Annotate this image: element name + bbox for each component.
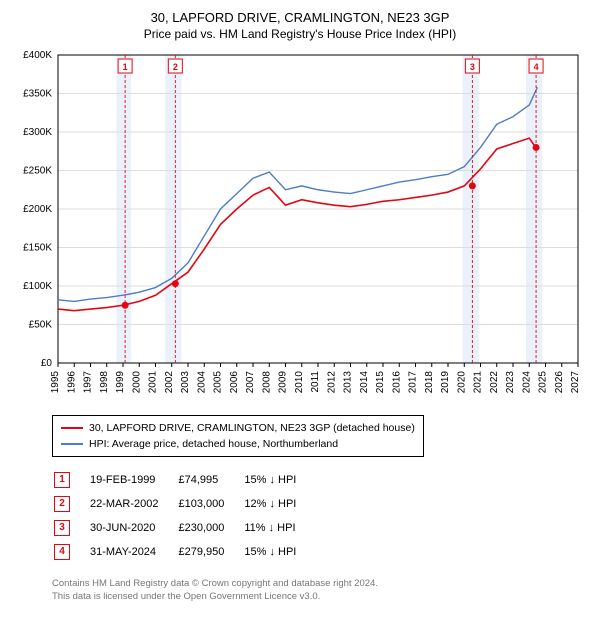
chart-title: 30, LAPFORD DRIVE, CRAMLINGTON, NE23 3GP [10, 10, 590, 25]
svg-text:1996: 1996 [66, 371, 77, 394]
svg-text:1998: 1998 [99, 371, 110, 394]
sale-marker-badge: 4 [54, 544, 70, 560]
svg-text:2004: 2004 [196, 371, 207, 394]
svg-text:2006: 2006 [229, 371, 240, 394]
sale-price: £230,000 [178, 517, 242, 539]
svg-text:2008: 2008 [261, 371, 272, 394]
svg-text:2017: 2017 [408, 371, 419, 394]
svg-text:2027: 2027 [570, 371, 581, 394]
svg-text:2022: 2022 [489, 371, 500, 394]
chart-container: 30, LAPFORD DRIVE, CRAMLINGTON, NE23 3GP… [0, 0, 600, 613]
svg-text:£400K: £400K [23, 50, 52, 61]
svg-text:2009: 2009 [278, 371, 289, 394]
legend-label: HPI: Average price, detached house, Nort… [89, 436, 338, 452]
svg-text:2019: 2019 [440, 371, 451, 394]
svg-text:3: 3 [470, 62, 475, 72]
sale-delta: 15% ↓ HPI [244, 541, 314, 563]
svg-text:2025: 2025 [538, 371, 549, 394]
chart-subtitle: Price paid vs. HM Land Registry's House … [10, 27, 590, 41]
svg-text:£300K: £300K [23, 127, 52, 138]
svg-text:2011: 2011 [310, 371, 321, 393]
attribution-line2: This data is licensed under the Open Gov… [52, 590, 590, 603]
sale-marker-badge: 2 [54, 496, 70, 512]
svg-text:£50K: £50K [29, 320, 53, 331]
sale-marker-badge: 3 [54, 520, 70, 536]
svg-text:2013: 2013 [343, 371, 354, 394]
svg-text:2026: 2026 [554, 371, 565, 394]
sale-row: 2 22-MAR-2002£103,00012% ↓ HPI [54, 493, 314, 515]
chart-svg: £0 £50K £100K £150K £200K £250K £300K £350K £400… [10, 47, 590, 407]
sale-date: 30-JUN-2020 [90, 517, 176, 539]
svg-text:2005: 2005 [213, 371, 224, 394]
svg-text:£100K: £100K [23, 281, 52, 292]
sale-row: 1 19-FEB-1999£74,99515% ↓ HPI [54, 469, 314, 491]
attribution-line1: Contains HM Land Registry data © Crown c… [52, 577, 590, 590]
legend-swatch [61, 443, 83, 445]
svg-text:2012: 2012 [326, 371, 337, 394]
svg-text:2014: 2014 [359, 371, 370, 394]
svg-text:2000: 2000 [131, 371, 142, 394]
svg-text:2023: 2023 [505, 371, 516, 394]
sale-price: £279,950 [178, 541, 242, 563]
svg-text:2003: 2003 [180, 371, 191, 394]
sale-delta: 11% ↓ HPI [244, 517, 314, 539]
svg-text:1: 1 [123, 62, 128, 72]
svg-text:2001: 2001 [148, 371, 159, 394]
svg-text:£150K: £150K [23, 243, 52, 254]
svg-text:2018: 2018 [424, 371, 435, 394]
svg-text:2002: 2002 [164, 371, 175, 394]
svg-text:1995: 1995 [50, 371, 61, 394]
svg-text:1999: 1999 [115, 371, 126, 394]
svg-text:£350K: £350K [23, 89, 52, 100]
svg-text:£250K: £250K [23, 166, 52, 177]
legend-item: HPI: Average price, detached house, Nort… [61, 436, 415, 452]
sale-row: 4 31-MAY-2024£279,95015% ↓ HPI [54, 541, 314, 563]
sale-date: 19-FEB-1999 [90, 469, 176, 491]
legend-label: 30, LAPFORD DRIVE, CRAMLINGTON, NE23 3GP… [89, 420, 415, 436]
svg-text:2024: 2024 [521, 371, 532, 394]
sale-date: 22-MAR-2002 [90, 493, 176, 515]
sale-delta: 15% ↓ HPI [244, 469, 314, 491]
svg-text:£0: £0 [41, 358, 53, 369]
svg-text:2020: 2020 [456, 371, 467, 394]
sale-price: £103,000 [178, 493, 242, 515]
sale-row: 3 30-JUN-2020£230,00011% ↓ HPI [54, 517, 314, 539]
sale-date: 31-MAY-2024 [90, 541, 176, 563]
chart: £0 £50K £100K £150K £200K £250K £300K £350K £400… [10, 47, 590, 407]
sales-table: 119-FEB-1999£74,99515% ↓ HPI222-MAR-2002… [52, 467, 316, 565]
sale-delta: 12% ↓ HPI [244, 493, 314, 515]
svg-text:2: 2 [173, 62, 178, 72]
legend-item: 30, LAPFORD DRIVE, CRAMLINGTON, NE23 3GP… [61, 420, 415, 436]
sale-marker-badge: 1 [54, 472, 70, 488]
legend: 30, LAPFORD DRIVE, CRAMLINGTON, NE23 3GP… [52, 415, 424, 457]
svg-text:2015: 2015 [375, 371, 386, 394]
sale-price: £74,995 [178, 469, 242, 491]
svg-text:2010: 2010 [294, 371, 305, 394]
svg-text:£200K: £200K [23, 204, 52, 215]
svg-text:2021: 2021 [473, 371, 484, 394]
attribution: Contains HM Land Registry data © Crown c… [52, 577, 590, 603]
svg-text:1997: 1997 [83, 371, 94, 394]
svg-text:4: 4 [534, 62, 539, 72]
legend-swatch [61, 427, 83, 429]
svg-text:2007: 2007 [245, 371, 256, 394]
svg-text:2016: 2016 [391, 371, 402, 394]
